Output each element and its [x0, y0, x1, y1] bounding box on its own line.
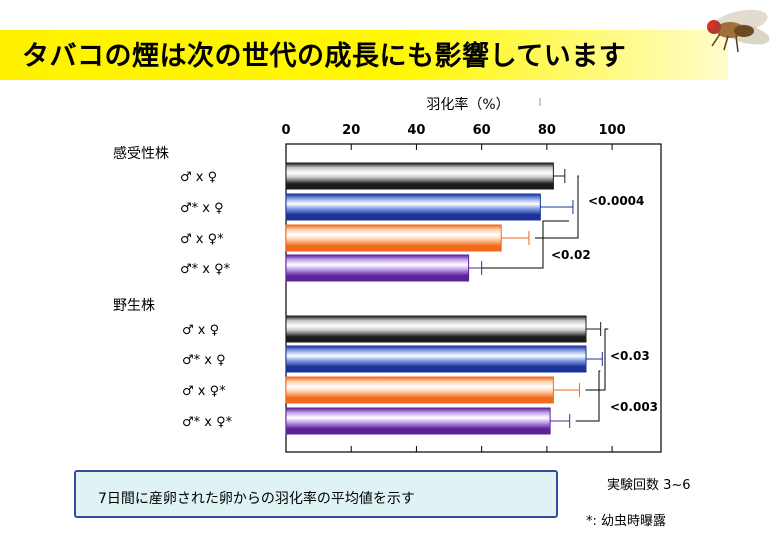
bar-label: ♂* x ♀: [182, 353, 226, 368]
bar: [285, 162, 554, 190]
p-value-label: <0.0004: [588, 194, 644, 208]
note-text: 7日間に産卵された卵からの羽化率の平均値を示す: [98, 491, 415, 507]
p-value-label: <0.003: [610, 400, 658, 414]
bar-label: ♂ x ♀: [180, 170, 217, 185]
x-tick-label: 80: [538, 123, 556, 138]
x-tick-label: 0: [281, 123, 290, 138]
bar-label: ♂* x ♀: [180, 201, 224, 216]
bar-label: ♂* x ♀*: [182, 415, 233, 430]
bar-label: ♂ x ♀: [182, 323, 219, 338]
comparison-bracket: [481, 220, 569, 269]
x-tick-label: 20: [342, 123, 360, 138]
x-axis-label: 羽化率（%）: [426, 96, 509, 113]
plot-frame: [285, 143, 662, 453]
x-tick-label: 40: [407, 123, 425, 138]
group-label: 感受性株: [113, 145, 169, 162]
bar: [285, 224, 502, 252]
comparison-bracket: [534, 175, 579, 239]
comparison-bracket: [575, 370, 601, 422]
bar-label: ♂* x ♀*: [180, 262, 231, 277]
bar: [285, 345, 587, 373]
bar: [285, 315, 587, 343]
p-value-label: <0.02: [551, 248, 591, 262]
bar: [285, 376, 554, 404]
bar: [285, 407, 551, 435]
bar-label: ♂ x ♀*: [180, 232, 224, 247]
comparison-bracket: [585, 328, 609, 391]
bar: [285, 193, 541, 221]
fruit-fly-icon: [707, 9, 770, 53]
x-tick-label: 60: [473, 123, 491, 138]
x-tick-label: 100: [599, 123, 626, 138]
group-label: 野生株: [113, 298, 155, 314]
bar-label: ♂ x ♀*: [182, 384, 226, 399]
bar: [285, 254, 470, 282]
exposure-note: *: 幼虫時曝露: [586, 514, 667, 529]
slide-title: タバコの煙は次の世代の成長にも影響しています: [22, 41, 627, 72]
p-value-label: <0.03: [610, 349, 650, 363]
experiment-count: 実験回数 3~6: [607, 478, 691, 493]
title-band: [0, 30, 728, 80]
note-box: [74, 470, 558, 518]
